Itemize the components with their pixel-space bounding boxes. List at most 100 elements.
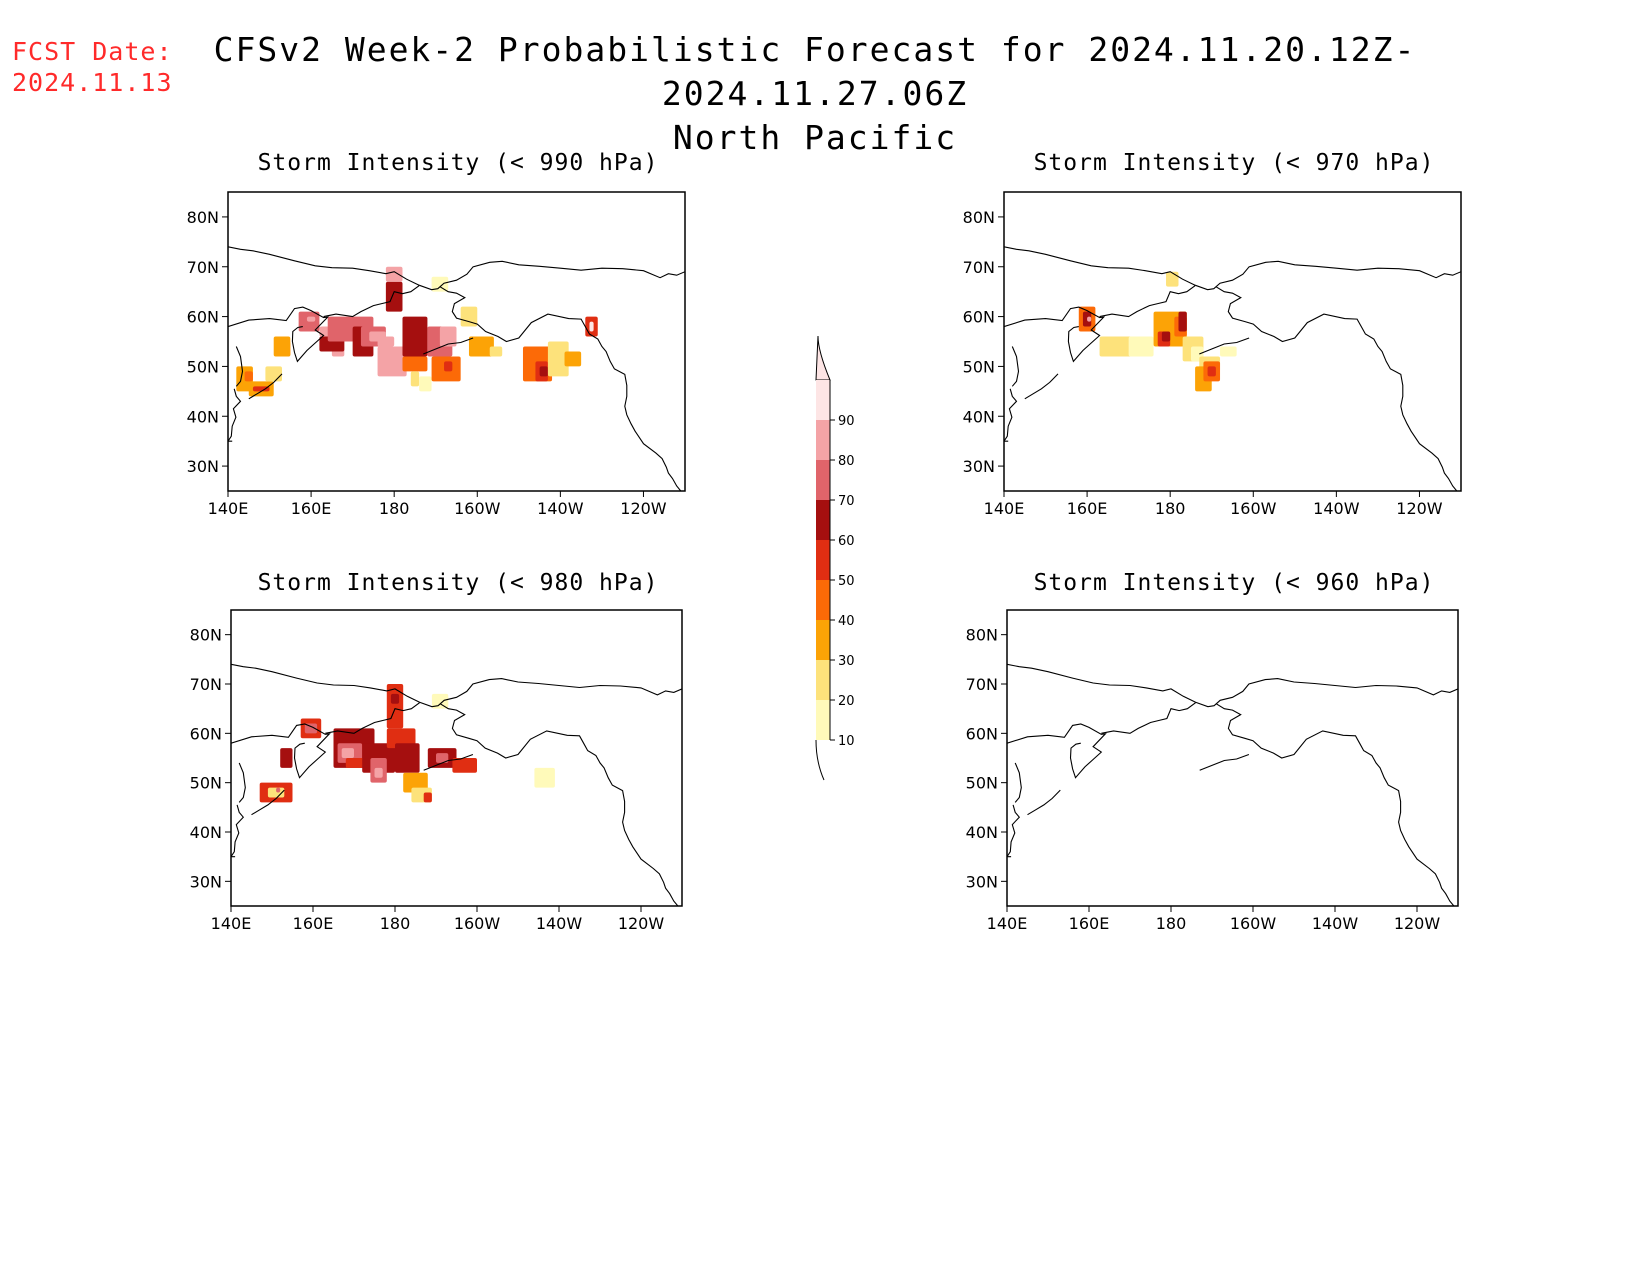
lon-label: 120W [1394,914,1441,933]
colorbar-swatch [816,500,830,540]
panel-title-980: Storm Intensity (< 980 hPa) [257,570,659,596]
probability-cell [460,306,478,327]
probability-colorbar: 90 80 70 60 50 40 30 20 10 [815,335,855,781]
map-frame [1006,609,1459,907]
probability-cell [390,693,400,704]
colorbar-swatch [816,580,830,620]
lat-label: 80N [187,208,219,227]
probability-cell [1087,316,1092,322]
coastline-russia_e [325,702,420,734]
coastline-alaska [439,286,682,491]
lat-label: 60N [187,308,219,327]
coastline-kamchatka [1007,723,1107,779]
lon-label: 140W [536,914,583,933]
probability-cell [431,276,449,292]
colorbar-swatch [816,420,830,460]
probability-cell [589,321,594,332]
lon-label: 140W [537,499,584,518]
lon-label: 160W [1230,914,1277,933]
panel-title-990: Storm Intensity (< 990 hPa) [257,150,659,176]
probability-cell [564,351,582,367]
coastlines [1004,246,1461,491]
coastline-japan [231,804,245,858]
forecast-date-value: 2024.11.13 [12,68,173,97]
probability-cell [385,266,403,282]
lon-label: 180 [1156,914,1187,933]
lon-label: 180 [380,914,411,933]
coastline-aleutian [423,753,474,771]
lon-label: 160E [1067,499,1108,518]
coastline-kurils [1024,373,1059,400]
colorbar-swatch [816,620,830,660]
probability-cell [423,792,432,803]
forecast-date-block: FCST Date: 2024.11.13 [12,36,173,98]
probability-cell [395,743,420,773]
map-panel-980: 80N 70N 60N 50N 40N 30N 140E 160E 180 160W 140W 120… [190,609,683,933]
coastline-kamchatka [228,306,330,363]
colorbar-label: 40 [838,614,855,629]
probability-cell [1220,346,1237,357]
probability-cell [273,336,291,357]
probability-cell [403,772,428,793]
colorbar-label: 90 [838,414,855,429]
coastline-sakhalin [235,346,244,387]
lat-label: 30N [966,872,998,891]
lat-label: 70N [190,675,222,694]
coastline-alaska [1215,286,1458,491]
coastline-kurils [1027,789,1061,816]
probability-cell [534,767,555,788]
probability-cell [306,316,316,322]
colorbar-swatch [816,700,830,740]
map-frame [227,191,686,492]
probability-field [259,684,555,803]
coastline-kurils [251,789,285,816]
map-panel-990: 80N 70N 60N 50N 40N 30N 140E 160E 180 160W 140W 120… [187,191,686,518]
probability-cell [539,366,548,377]
probability-cell [341,748,354,758]
lon-label: 180 [1155,499,1186,518]
lat-label: 80N [963,208,995,227]
lat-label: 30N [963,457,995,476]
lon-label: 180 [379,499,410,518]
colorbar-swatch [816,460,830,500]
coastline-kamchatka [231,723,331,779]
probability-cell [547,341,569,377]
coastline-aleutian [423,337,474,355]
coastlines [231,663,682,906]
lon-label: 120W [1396,499,1443,518]
coastline-arctic [231,663,682,708]
lat-label: 50N [187,357,219,376]
probability-cell [244,371,253,382]
probability-cell [436,753,449,763]
probability-cell [276,787,281,793]
lat-label: 40N [966,823,998,842]
lon-label: 140E [984,499,1025,518]
probability-cell [374,767,383,778]
coastline-alaska [439,703,679,906]
colorbar-label: 20 [838,694,855,709]
probability-cell [1207,366,1216,377]
colorbar-swatch [816,540,830,580]
lat-label: 50N [190,774,222,793]
probability-cell [1178,311,1187,332]
lat-label: 50N [966,774,998,793]
lon-label: 120W [620,499,667,518]
probability-field [236,266,598,397]
lon-label: 160W [1230,499,1277,518]
colorbar-label: 50 [838,574,855,589]
colorbar-label: 10 [838,734,855,749]
lon-label: 160E [293,914,334,933]
lon-label: 140W [1313,499,1360,518]
probability-cell [402,356,428,372]
probability-cell [419,376,432,392]
map-frame [1003,191,1462,492]
probability-cell [345,758,367,768]
lat-label: 60N [190,724,222,743]
forecast-date-label: FCST Date: [12,37,173,66]
probability-cell [452,758,477,773]
colorbar-label: 80 [838,454,855,469]
probability-cell [1161,331,1171,342]
probability-cell [410,371,420,387]
lon-label: 140E [987,914,1028,933]
probability-cell [304,723,318,734]
